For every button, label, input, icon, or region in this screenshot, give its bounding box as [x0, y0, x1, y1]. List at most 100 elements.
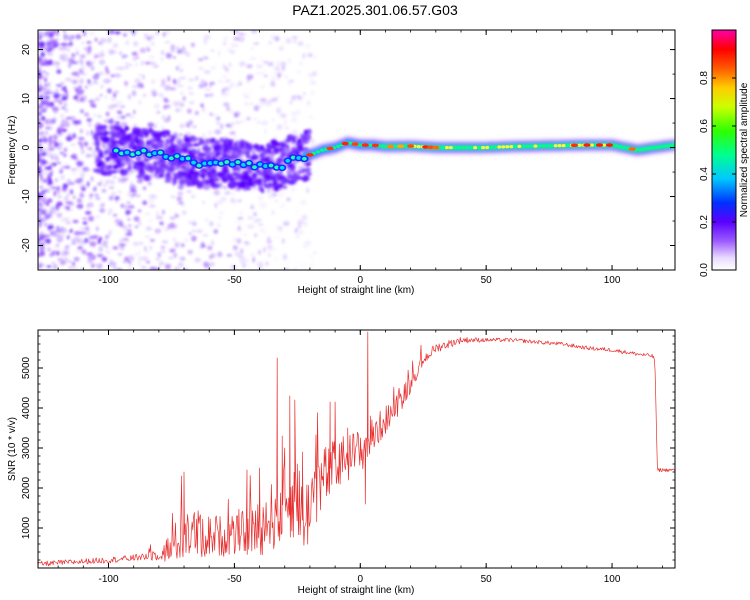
spectrogram-cell — [47, 238, 51, 245]
spectrogram-cell — [298, 176, 306, 180]
spectrogram-cell — [51, 182, 55, 185]
spectrogram-cell — [245, 141, 249, 148]
spectrogram-cell — [273, 147, 280, 155]
spectrogram-cell — [263, 74, 268, 78]
spectrogram-cell — [277, 147, 284, 151]
spectrogram-cell — [94, 97, 100, 102]
spectrogram-cell — [140, 141, 145, 146]
spectrogram-cell — [553, 144, 558, 148]
spectrogram-hotspot — [605, 143, 614, 147]
spectrogram-cell — [214, 129, 222, 135]
spectrogram-cell — [56, 32, 59, 36]
spectrogram-xtick-label: 0 — [357, 275, 363, 286]
spectrogram-cell — [68, 260, 72, 264]
spectrogram-cell — [148, 200, 154, 203]
spectrogram-cell — [282, 143, 290, 148]
spectrogram-cell — [278, 46, 284, 51]
spectrogram-cell — [96, 115, 103, 118]
spectrogram-cell — [191, 160, 197, 165]
spectrogram-cell — [128, 63, 133, 67]
spectrogram-cell — [56, 239, 62, 242]
spectrogram-cell — [137, 209, 142, 213]
spectrogram-cell — [83, 47, 88, 51]
spectrogram-cell — [158, 150, 163, 155]
spectrogram-cell — [47, 147, 54, 152]
spectrogram-cell — [125, 113, 132, 117]
spectrogram-cell — [161, 209, 165, 215]
spectrogram-cell — [102, 183, 107, 188]
spectrogram-cell — [154, 228, 162, 233]
spectrogram-cell — [249, 56, 257, 61]
spectrogram-cell — [117, 253, 123, 256]
spectrogram-cell — [561, 144, 566, 148]
spectrogram-cell — [70, 155, 76, 159]
spectrogram-cell — [136, 55, 139, 60]
spectrogram-cell — [160, 57, 165, 61]
spectrogram-cell — [98, 59, 106, 65]
spectrogram-cell — [110, 74, 115, 78]
spectrogram-cell — [261, 120, 269, 126]
spectrogram-cell — [63, 161, 69, 165]
spectrogram-cell — [465, 146, 469, 150]
spectrogram-hotspot — [595, 143, 604, 147]
spectrogram-cell — [203, 57, 210, 60]
spectrogram-cell — [46, 265, 52, 268]
spectrogram-cell — [133, 124, 137, 129]
spectrogram-cell — [98, 51, 106, 58]
spectrogram-cell — [107, 104, 114, 111]
spectrogram-cell — [202, 234, 209, 237]
spectrogram-cell — [227, 172, 234, 178]
spectrogram-cell — [205, 138, 209, 145]
spectrogram-cell — [202, 109, 206, 114]
spectrogram-cell — [452, 146, 457, 150]
spectrogram-cell — [261, 232, 269, 235]
spectrogram-cell — [125, 40, 130, 46]
spectrogram-cell — [122, 237, 129, 241]
spectrogram-cell — [247, 224, 255, 229]
spectrogram-cell — [286, 167, 294, 174]
spectrogram-cell — [196, 137, 199, 142]
spectrogram-cell — [481, 146, 486, 150]
spectrogram-cell — [227, 48, 234, 54]
spectrogram-cell — [256, 146, 263, 154]
spectrogram-cell — [230, 122, 236, 126]
spectrogram-cell — [149, 238, 155, 242]
spectrogram-cell — [78, 85, 82, 90]
spectrogram-cell — [242, 92, 247, 96]
spectrogram-cell — [268, 163, 274, 168]
snr-ytick-label: 2000 — [21, 476, 32, 499]
spectrogram-cell — [440, 146, 445, 150]
spectrogram-cell — [186, 52, 191, 57]
spectrogram-cell — [90, 103, 94, 108]
spectrogram-cell — [71, 168, 77, 171]
spectrogram-cell — [53, 190, 56, 197]
spectrogram-cell — [79, 78, 84, 85]
spectrogram-cell — [284, 74, 288, 79]
spectrogram-cell — [90, 176, 94, 182]
spectrogram-cell — [191, 229, 198, 233]
spectrogram-cell — [218, 156, 226, 160]
snr-xtick-label: -100 — [98, 574, 118, 585]
spectrogram-cell — [225, 67, 229, 73]
spectrogram-cell — [210, 137, 216, 143]
spectrogram-cell — [55, 66, 60, 69]
spectrogram-cell — [126, 210, 132, 215]
spectrogram-cell — [133, 41, 139, 47]
spectrogram-cell — [91, 263, 95, 268]
spectrogram-cell — [176, 196, 183, 202]
spectrogram-hotspot — [326, 146, 334, 151]
spectrogram-cell — [288, 136, 293, 142]
spectrogram-cell — [230, 191, 236, 197]
spectrogram-cell — [110, 180, 115, 185]
spectrogram-cell — [140, 169, 145, 174]
spectrogram-cell — [296, 156, 302, 160]
spectrogram-cell — [101, 142, 106, 148]
spectrogram-cell — [183, 238, 190, 243]
spectrogram-cell — [304, 240, 311, 244]
spectrogram-cell — [234, 111, 241, 117]
spectrogram-cell — [59, 123, 65, 130]
spectrogram-cell — [210, 172, 215, 177]
spectrogram-cell — [125, 232, 132, 236]
spectrogram-cell — [145, 45, 151, 51]
spectrogram-cell — [246, 90, 253, 94]
